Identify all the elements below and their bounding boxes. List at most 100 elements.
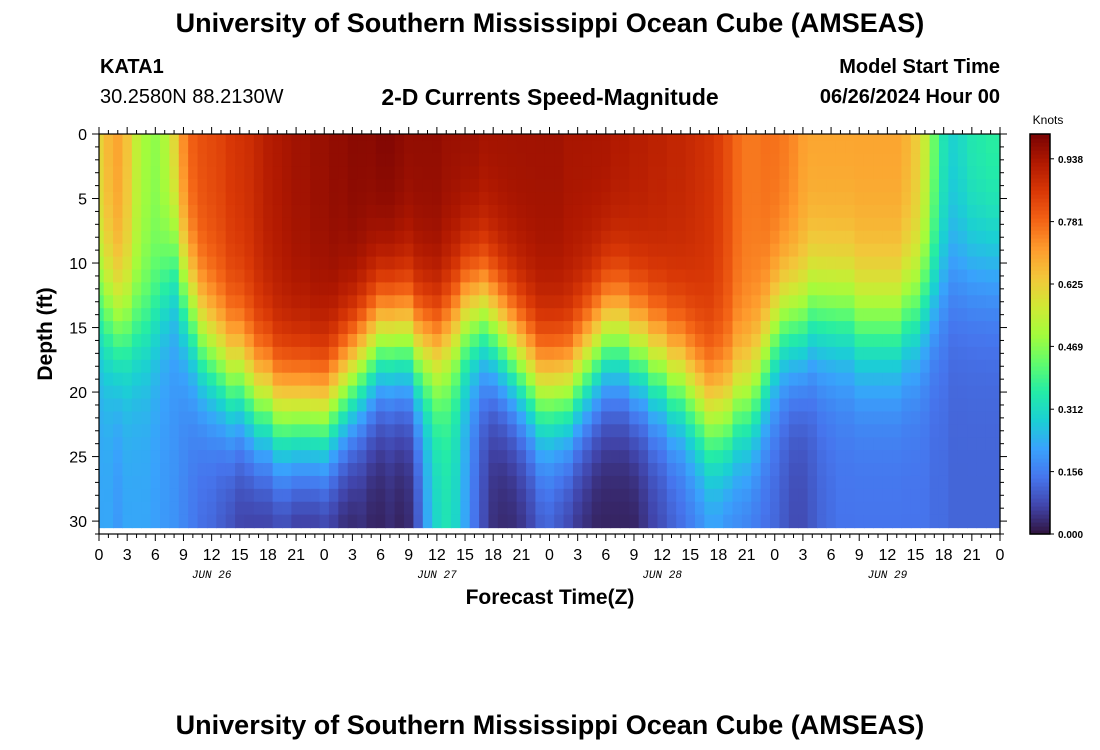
heatmap-cell bbox=[460, 217, 471, 232]
heatmap-cell bbox=[938, 334, 949, 348]
heatmap-cell bbox=[835, 204, 846, 219]
heatmap-cell bbox=[188, 450, 199, 464]
heatmap-cell bbox=[253, 282, 264, 296]
heatmap-cell bbox=[404, 321, 415, 335]
heatmap-cell bbox=[798, 282, 809, 296]
heatmap-cell bbox=[272, 269, 283, 283]
heatmap-cell bbox=[394, 140, 405, 154]
heatmap-cell bbox=[582, 488, 593, 503]
heatmap-cell bbox=[188, 243, 199, 258]
heatmap-cell bbox=[404, 372, 415, 387]
heatmap-cell bbox=[995, 437, 1001, 451]
heatmap-cell bbox=[103, 321, 114, 335]
heatmap-cell bbox=[113, 269, 124, 283]
heatmap-cell bbox=[948, 204, 959, 219]
heatmap-cell bbox=[300, 308, 311, 322]
heatmap-cell bbox=[366, 256, 377, 271]
heatmap-cell bbox=[338, 346, 349, 361]
heatmap-cell bbox=[554, 334, 565, 348]
heatmap-cell bbox=[291, 204, 302, 219]
heatmap-cell bbox=[901, 243, 912, 258]
heatmap-cell bbox=[169, 134, 180, 142]
heatmap-cell bbox=[713, 230, 724, 245]
heatmap-cell bbox=[441, 204, 452, 219]
heatmap-cell bbox=[920, 153, 931, 167]
heatmap-cell bbox=[995, 153, 1001, 167]
heatmap-cell bbox=[985, 204, 996, 219]
heatmap-cell bbox=[694, 475, 705, 490]
heatmap-cell bbox=[375, 411, 386, 425]
heatmap-cell bbox=[685, 166, 696, 180]
colorbar-segment bbox=[1030, 214, 1050, 219]
heatmap-cell bbox=[929, 204, 940, 219]
heatmap-cell bbox=[507, 217, 518, 232]
heatmap-cell bbox=[507, 475, 518, 490]
heatmap-cell bbox=[938, 192, 949, 206]
heatmap-cell bbox=[995, 256, 1001, 271]
heatmap-cell bbox=[892, 256, 903, 271]
heatmap-cell bbox=[882, 217, 893, 232]
heatmap-cell bbox=[366, 217, 377, 232]
heatmap-cell bbox=[244, 385, 255, 400]
heatmap-cell bbox=[113, 411, 124, 425]
heatmap-cell bbox=[535, 514, 546, 529]
heatmap-cell bbox=[507, 308, 518, 322]
colorbar-segment bbox=[1030, 414, 1050, 419]
heatmap-cell bbox=[779, 153, 790, 167]
heatmap-cell bbox=[404, 514, 415, 529]
heatmap-cell bbox=[676, 450, 687, 464]
heatmap-cell bbox=[657, 321, 668, 335]
heatmap-cell bbox=[554, 321, 565, 335]
heatmap-cell bbox=[685, 463, 696, 477]
heatmap-cell bbox=[535, 398, 546, 413]
heatmap-cell bbox=[479, 166, 490, 180]
heatmap-cell bbox=[404, 217, 415, 232]
heatmap-cell bbox=[601, 398, 612, 413]
heatmap-cell bbox=[131, 153, 142, 167]
heatmap-cell bbox=[985, 346, 996, 361]
heatmap-cell bbox=[572, 334, 583, 348]
heatmap-cell bbox=[497, 308, 508, 322]
heatmap-cell bbox=[103, 134, 114, 142]
heatmap-cell bbox=[760, 321, 771, 335]
heatmap-cell bbox=[526, 488, 537, 503]
heatmap-cell bbox=[835, 385, 846, 400]
heatmap-cell bbox=[572, 424, 583, 438]
heatmap-cell bbox=[300, 411, 311, 425]
heatmap-cell bbox=[516, 372, 527, 387]
heatmap-cell bbox=[150, 450, 161, 464]
heatmap-cell bbox=[779, 488, 790, 503]
heatmap-cell bbox=[422, 230, 433, 245]
heatmap-cell bbox=[516, 514, 527, 529]
heatmap-cell bbox=[704, 192, 715, 206]
heatmap-cell bbox=[976, 269, 987, 283]
heatmap-cell bbox=[901, 192, 912, 206]
heatmap-cell bbox=[263, 450, 274, 464]
heatmap-cell bbox=[150, 166, 161, 180]
heatmap-cell bbox=[526, 385, 537, 400]
heatmap-cell bbox=[779, 359, 790, 374]
colorbar-segment bbox=[1030, 366, 1050, 371]
heatmap-cell bbox=[516, 346, 527, 361]
heatmap-cell bbox=[516, 166, 527, 180]
heatmap-cell bbox=[910, 334, 921, 348]
heatmap-cell bbox=[929, 463, 940, 477]
heatmap-cell bbox=[751, 217, 762, 232]
heatmap-cell bbox=[394, 411, 405, 425]
heatmap-cell bbox=[976, 282, 987, 296]
heatmap-cell bbox=[910, 463, 921, 477]
heatmap-cell bbox=[526, 463, 537, 477]
heatmap-cell bbox=[385, 411, 396, 425]
heatmap-cell bbox=[694, 134, 705, 142]
heatmap-cell bbox=[347, 243, 358, 258]
heatmap-cell bbox=[948, 166, 959, 180]
heatmap-cell bbox=[798, 134, 809, 142]
x-tick-label: 3 bbox=[348, 547, 357, 564]
heatmap-cell bbox=[816, 463, 827, 477]
heatmap-cell bbox=[413, 256, 424, 271]
heatmap-cell bbox=[591, 243, 602, 258]
heatmap-cell bbox=[235, 204, 246, 219]
heatmap-cell bbox=[920, 346, 931, 361]
heatmap-cell bbox=[732, 153, 743, 167]
heatmap-cell bbox=[507, 179, 518, 193]
